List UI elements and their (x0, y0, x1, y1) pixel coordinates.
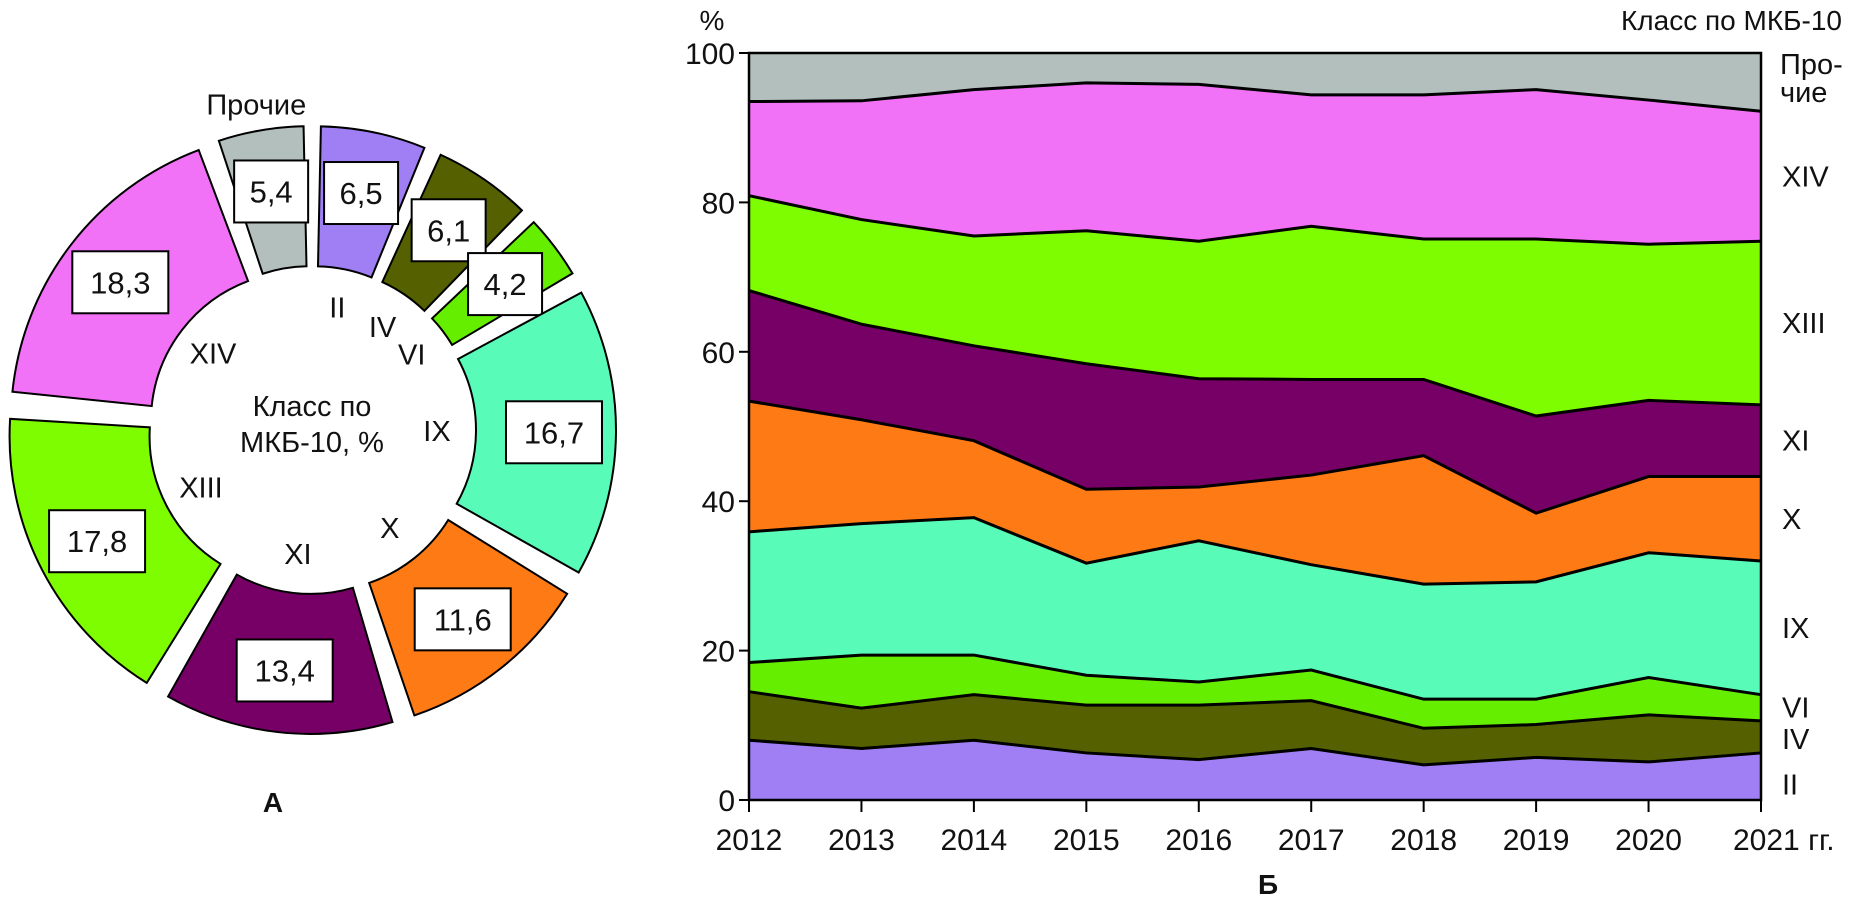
donut-class-label: IX (423, 416, 450, 448)
area-boundary-vi (748, 653, 1762, 701)
legend-label-vi: VI (1782, 693, 1809, 725)
legend-label-prochie: Про- (1780, 49, 1843, 81)
plot-frame (747, 51, 1763, 802)
donut-value-label: 4,2 (484, 267, 527, 302)
legend-label-prochie: чие (1780, 77, 1827, 109)
donut-center-label-line-1: Класс по (253, 391, 372, 423)
area-band-ix (749, 517, 1761, 700)
x-tick-label: 2015 (1053, 824, 1120, 857)
donut-value-box (504, 400, 603, 465)
donut-chart: 6,5 II 6,1 IV 4,2 VI 16,7 IX 11,6 X 13,4 XI 17,8 XIII… (8, 90, 617, 735)
x-tick-label: 2013 (828, 824, 895, 857)
x-tick-label: 2019 (1503, 824, 1570, 857)
panel-label-b: Б (1258, 869, 1278, 900)
x-tick-label: 2018 (1390, 824, 1457, 857)
x-tick-label: 2014 (941, 824, 1008, 857)
donut-value-label: 18,3 (90, 265, 150, 300)
area-boundary-xiii (748, 194, 1762, 246)
legend-label-ii: II (1782, 769, 1798, 801)
y-tick-label: 40 (702, 486, 735, 519)
donut-value-box (71, 250, 170, 315)
legend-label-iv: IV (1782, 724, 1810, 756)
area-band-xiii (749, 195, 1761, 417)
area-boundary-xi (748, 289, 1762, 418)
donut-value-label: 11,6 (434, 602, 492, 637)
donut-class-label: IV (369, 312, 397, 344)
donut-value-box (323, 161, 400, 226)
area-boundary-ii (748, 738, 1762, 767)
area-band-iv (749, 691, 1761, 765)
panel-label-a: А (263, 787, 283, 818)
y-tick-label: 100 (685, 38, 735, 71)
area-band-ii (749, 740, 1761, 800)
donut-value-box (410, 198, 487, 263)
donut-value-label: 17,8 (67, 524, 127, 559)
donut-value-box (233, 159, 310, 224)
donut-class-label: XI (284, 539, 311, 571)
x-tick-label: 2021 гг. (1733, 824, 1835, 857)
donut-value-label: 16,7 (524, 415, 584, 450)
donut-value-label: 13,4 (255, 653, 315, 688)
legend-title: Класс по МКБ-10 (1621, 5, 1842, 36)
legend-label-xiii: XIII (1782, 308, 1826, 340)
area-band-x (749, 401, 1761, 585)
donut-class-label: II (329, 293, 345, 325)
area-boundary-x (748, 399, 1761, 515)
donut-class-label: Прочие (206, 90, 306, 122)
area-boundary-xiv (748, 81, 1762, 113)
area-boundary-iv (748, 690, 1762, 730)
area-band-xi (749, 290, 1761, 514)
x-tick-label: 2020 (1615, 824, 1682, 857)
donut-value-label: 5,4 (250, 174, 293, 209)
legend-label-x: X (1782, 504, 1801, 536)
donut-value-box (413, 587, 512, 652)
y-tick-label: 0 (718, 785, 735, 818)
donut-center-label: Класс по МКБ-10, % (240, 391, 384, 459)
x-tick-label: 2012 (716, 824, 783, 857)
y-tick-label: 20 (702, 636, 735, 669)
y-tick-label: 80 (702, 187, 735, 220)
donut-value-label: 6,1 (427, 213, 470, 248)
x-tick-label: 2016 (1165, 824, 1232, 857)
donut-value-label: 6,5 (340, 176, 383, 211)
donut-class-label: VI (398, 340, 425, 372)
stacked-area-chart: 0 20 40 60 80 100 2012 2013 2014 2015 2016 2017 2018… (685, 38, 1843, 857)
x-tick-label: 2017 (1278, 824, 1345, 857)
legend-label-ix: IX (1782, 613, 1809, 645)
donut-value-box (467, 252, 544, 317)
legend-label-xiv: XIV (1782, 161, 1829, 193)
legend-label-xi: XI (1782, 426, 1809, 458)
donut-class-label: X (380, 513, 399, 545)
donut-center-label-line-2: МКБ-10, % (240, 427, 384, 459)
donut-value-box (235, 638, 334, 703)
donut-value-box (48, 509, 147, 574)
area-boundary-ix (748, 516, 1762, 586)
y-axis-label: % (700, 5, 725, 36)
area-band-vi (749, 655, 1761, 729)
donut-class-label: XIV (190, 339, 237, 371)
area-band-xiv (749, 82, 1761, 245)
area-band-прочие (749, 53, 1761, 112)
y-tick-label: 60 (702, 337, 735, 370)
donut-class-label: XIII (179, 472, 223, 504)
